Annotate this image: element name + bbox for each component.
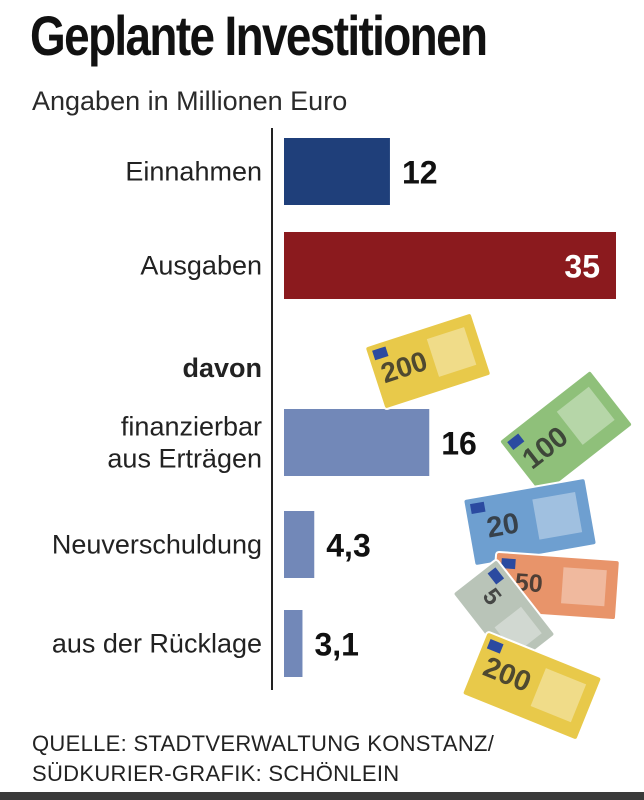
bar [284,409,430,476]
banknote-5-icon: 5 [452,559,556,669]
bar [284,138,390,205]
banknote-20-icon: 20 [462,477,598,567]
category-label: aus Erträgen [107,444,262,474]
banknote-denomination: 20 [484,507,521,544]
category-label: Neuverschuldung [52,530,262,560]
chart-title: Geplante Investitionen [30,4,488,67]
category-label: finanzierbar [121,412,262,442]
banknote-200-icon: 200 [461,631,603,741]
banknote-100-icon: 100 [498,369,634,497]
bar [284,511,315,578]
data-label: 4,3 [326,528,370,564]
category-label: aus der Rücklage [52,629,262,659]
bar [284,232,616,299]
category-label: Ausgaben [140,251,262,281]
bottom-rule [0,792,644,800]
source-line-1: QUELLE: STADTVERWALTUNG KONSTANZ/ [32,731,495,756]
bar [284,610,303,677]
data-label: 12 [402,155,438,191]
data-label: 16 [441,426,477,462]
data-label: 35 [564,249,600,285]
category-label: Einnahmen [125,157,262,187]
data-label: 3,1 [314,627,358,663]
chart-subtitle: Angaben in Millionen Euro [32,86,348,116]
source-line-2: SÜDKURIER-GRAFIK: SCHÖNLEIN [32,761,400,786]
category-label: davon [182,353,262,383]
banknote-200-icon: 200 [364,312,492,410]
